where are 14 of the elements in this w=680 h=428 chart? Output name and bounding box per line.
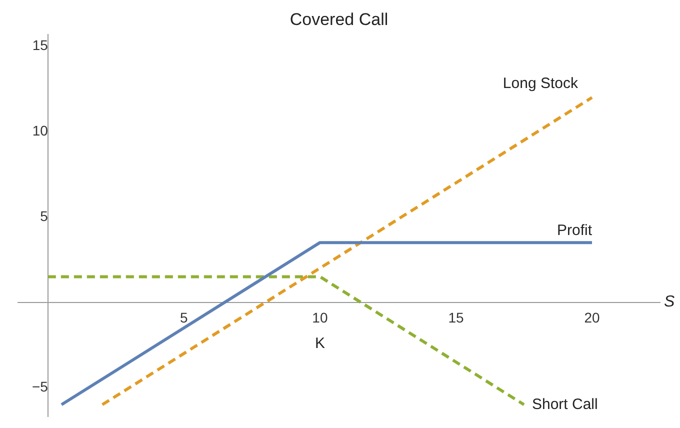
x-tick-label: 10 <box>312 310 328 326</box>
y-tick-label: 10 <box>32 122 48 139</box>
series-label: Short Call <box>532 396 598 413</box>
chart-title: Covered Call <box>290 10 388 29</box>
x-axis-title: S <box>664 294 675 311</box>
x-tick-label: 15 <box>448 310 464 326</box>
x-tick-label: 5 <box>180 310 188 326</box>
series-label: Profit <box>556 222 593 240</box>
x-tick-label: 20 <box>584 310 600 326</box>
annotation: K <box>314 334 325 352</box>
y-tick-label: 5 <box>40 208 48 224</box>
y-tick-label: 15 <box>32 37 48 54</box>
y-tick-label: −5 <box>32 378 48 394</box>
series-label: Long Stock <box>502 75 578 92</box>
